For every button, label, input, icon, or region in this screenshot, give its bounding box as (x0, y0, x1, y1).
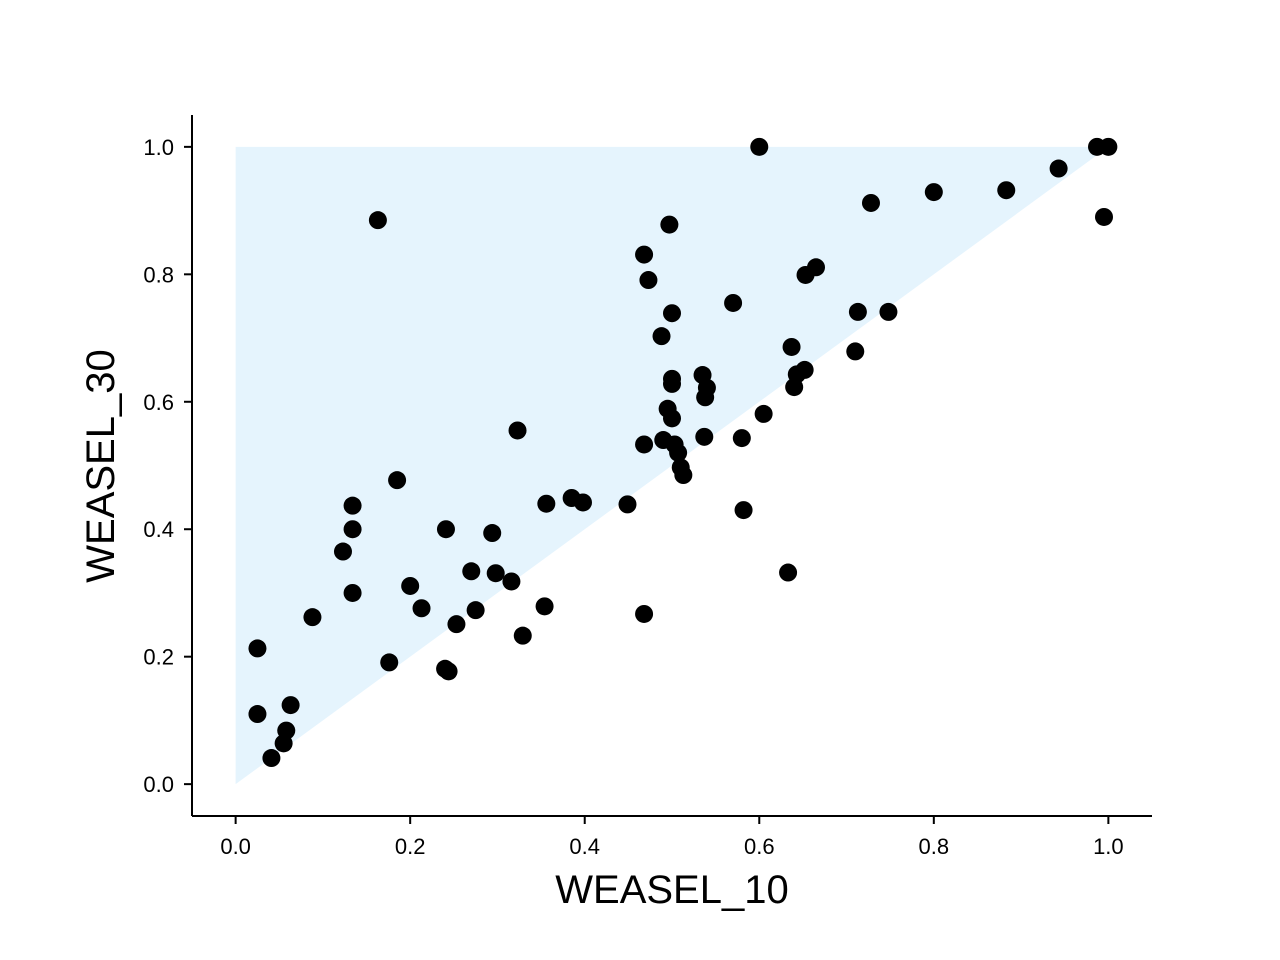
data-point (388, 471, 407, 490)
data-point (281, 696, 300, 715)
data-point (724, 293, 743, 312)
data-point (502, 572, 521, 591)
data-point (436, 520, 455, 539)
data-point (508, 421, 527, 440)
y-tick-label: 0.0 (143, 772, 174, 797)
data-point (663, 304, 681, 323)
data-point (573, 493, 592, 512)
data-point (663, 409, 681, 428)
data-point (535, 597, 554, 616)
data-point (1049, 159, 1068, 178)
data-point (997, 181, 1016, 200)
data-point (732, 429, 751, 448)
data-point (262, 749, 281, 768)
data-point (401, 576, 420, 595)
data-point (343, 520, 362, 539)
y-tick-label: 1.0 (143, 135, 174, 160)
data-point (861, 193, 880, 212)
data-point (274, 734, 293, 753)
data-point (618, 495, 637, 514)
data-point (782, 337, 801, 356)
data-point (537, 494, 556, 513)
y-axis-title: WEASEL_30 (79, 349, 123, 582)
data-point (848, 302, 867, 321)
x-tick-label: 0.0 (220, 834, 251, 859)
data-point (635, 604, 654, 623)
data-point (750, 137, 769, 156)
data-point (1095, 207, 1113, 226)
data-point (303, 608, 322, 627)
data-point (785, 378, 804, 397)
data-point (343, 496, 362, 515)
data-point (674, 466, 693, 485)
data-point (734, 501, 753, 520)
x-tick-label: 0.6 (744, 834, 775, 859)
data-point (639, 271, 658, 290)
data-point (462, 562, 481, 581)
data-point (669, 443, 688, 462)
data-point (754, 404, 773, 423)
data-point (652, 327, 671, 346)
x-tick-label: 1.0 (1093, 834, 1124, 859)
data-point (248, 639, 267, 658)
data-point (1099, 137, 1118, 156)
y-tick-label: 0.8 (143, 262, 174, 287)
data-point (447, 615, 466, 634)
y-tick-label: 0.2 (143, 645, 174, 670)
x-tick-label: 0.8 (919, 834, 950, 859)
data-point (333, 542, 352, 561)
data-point (695, 427, 714, 446)
data-point (696, 388, 715, 407)
data-point (924, 183, 943, 202)
x-tick-label: 0.4 (569, 834, 600, 859)
data-point (343, 583, 362, 602)
data-point (466, 601, 485, 620)
data-point (660, 215, 679, 234)
data-point (486, 564, 505, 583)
y-tick-label: 0.6 (143, 390, 174, 415)
x-axis-title: WEASEL_10 (555, 868, 788, 912)
x-tick-label: 0.2 (395, 834, 426, 859)
data-point (635, 435, 654, 454)
data-point (412, 599, 431, 618)
data-point (779, 563, 798, 582)
data-point (380, 653, 399, 672)
data-point (846, 342, 865, 361)
data-point (483, 524, 502, 543)
data-point (796, 265, 815, 284)
data-point (439, 662, 458, 681)
data-point (248, 705, 267, 724)
data-point (513, 626, 532, 645)
data-point (879, 302, 898, 321)
data-point (368, 211, 387, 230)
y-tick-label: 0.4 (143, 517, 174, 542)
data-point (663, 374, 681, 393)
data-point (635, 245, 654, 264)
